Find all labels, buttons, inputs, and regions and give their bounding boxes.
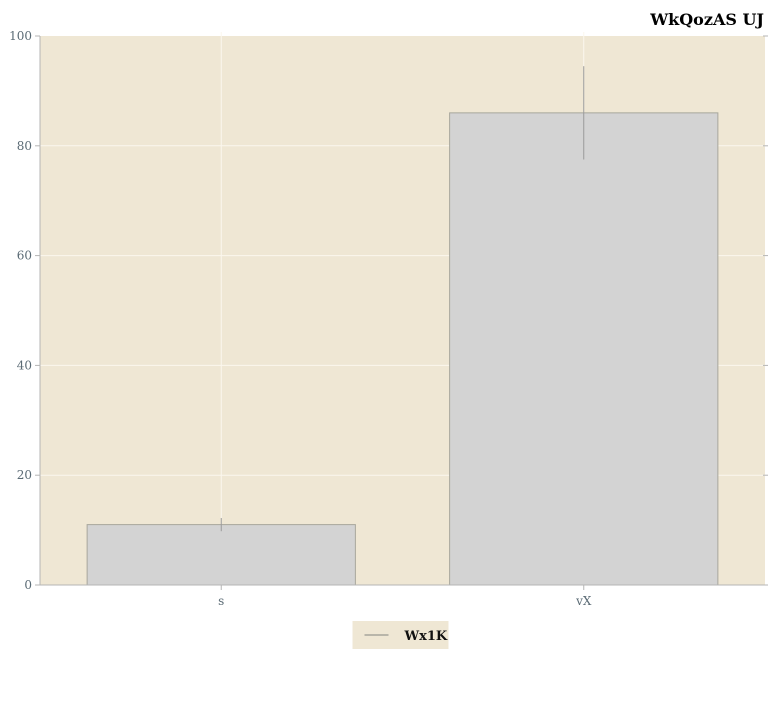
y-tick-label: 100: [9, 29, 32, 43]
y-tick-label: 60: [17, 249, 32, 263]
y-tick-label: 20: [17, 468, 32, 482]
bar-vX[interactable]: [450, 113, 718, 585]
x-tick-label: s: [218, 594, 224, 608]
legend-label: Wx1K: [404, 629, 448, 644]
bar-s[interactable]: [87, 525, 355, 585]
y-tick-label: 80: [17, 139, 32, 153]
x-tick-label: vX: [575, 594, 592, 608]
chart-title: WkQozAS UJ: [649, 10, 764, 29]
y-tick-label: 0: [24, 578, 32, 592]
legend[interactable]: Wx1K: [353, 621, 449, 649]
y-tick-label: 40: [17, 358, 32, 372]
